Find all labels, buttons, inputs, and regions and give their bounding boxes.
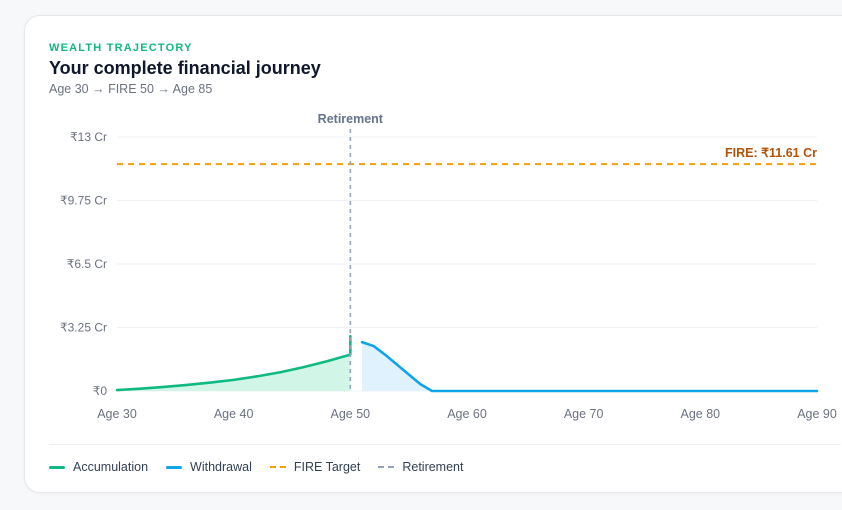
legend-swatch-accumulation	[49, 465, 65, 469]
wealth-chart: ₹0 ₹3.25 Cr ₹6.5 Cr ₹9.75 Cr ₹13 Cr Age 30 Age…	[60, 112, 837, 421]
legend-swatch-fire-target	[269, 466, 286, 468]
card-subtitle: Age 30 → FIRE 50 → Age 85	[49, 82, 213, 96]
legend-label-fire-target: FIRE Target	[293, 460, 361, 474]
legend-swatch-retirement	[378, 466, 395, 468]
y-tick-label: ₹6.5 Cr	[67, 257, 107, 271]
x-tick-label: Age 70	[564, 407, 604, 421]
legend-item-fire-target[interactable]: FIRE Target	[269, 460, 361, 474]
fire-target-label: FIRE: ₹11.61 Cr	[725, 146, 817, 160]
x-tick-label: Age 90	[797, 407, 837, 421]
card-title: Your complete financial journey	[49, 58, 321, 78]
x-tick-label: Age 60	[447, 407, 487, 421]
legend-item-retirement[interactable]: Retirement	[378, 460, 463, 474]
legend-swatch-withdrawal	[166, 465, 183, 469]
y-tick-label: ₹13 Cr	[70, 130, 107, 144]
x-tick-label: Age 80	[681, 407, 721, 421]
y-tick-label: ₹0	[93, 384, 108, 398]
series-line-accumulation	[115, 334, 352, 392]
x-tick-label: Age 30	[97, 407, 137, 421]
legend-item-accumulation[interactable]: Accumulation	[49, 460, 148, 474]
legend-label-accumulation: Accumulation	[73, 460, 149, 474]
series-area-accumulation	[117, 336, 351, 391]
card-eyebrow: WEALTH TRAJECTORY	[49, 42, 193, 54]
wealth-trajectory-card: WEALTH TRAJECTORY Your complete financia…	[24, 15, 842, 493]
legend-label-retirement: Retirement	[402, 460, 464, 474]
retirement-label: Retirement	[318, 112, 384, 126]
x-tick-label: Age 50	[331, 407, 371, 421]
y-tick-label: ₹9.75 Cr	[60, 194, 107, 208]
chart-legend: Accumulation Withdrawal FIRE Target Reti…	[49, 460, 463, 474]
series-area-withdrawal	[362, 342, 817, 391]
legend-item-withdrawal[interactable]: Withdrawal	[166, 460, 252, 474]
legend-label-withdrawal: Withdrawal	[190, 460, 252, 474]
y-tick-label: ₹3.25 Cr	[60, 321, 107, 335]
legend-divider	[49, 444, 841, 445]
series-line-withdrawal	[360, 340, 819, 393]
x-tick-label: Age 40	[214, 407, 254, 421]
